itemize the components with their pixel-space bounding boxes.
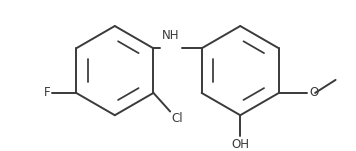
Text: OH: OH xyxy=(231,138,249,151)
Text: O: O xyxy=(310,86,319,99)
Text: Cl: Cl xyxy=(171,112,183,125)
Text: NH: NH xyxy=(162,29,179,42)
Text: F: F xyxy=(43,86,50,99)
